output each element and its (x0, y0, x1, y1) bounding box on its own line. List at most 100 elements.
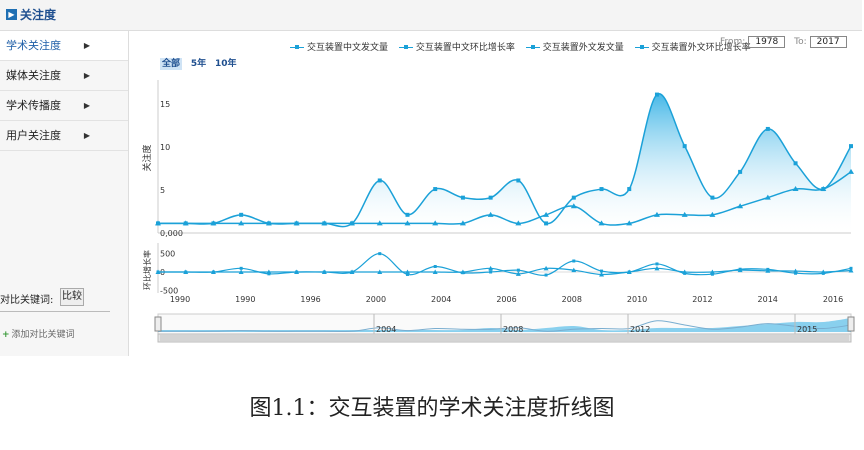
data-point (544, 221, 549, 226)
add-keyword-link[interactable]: + 添加对比关键词 (2, 327, 75, 340)
compare-button[interactable]: 比较 (60, 288, 84, 306)
data-point (515, 220, 522, 226)
data-point (764, 194, 771, 200)
navigator-handle-right[interactable] (847, 316, 855, 332)
growth-point (321, 269, 327, 274)
data-point (516, 178, 521, 183)
to-label: To: (794, 37, 807, 47)
growth-point (155, 269, 161, 274)
chevron-right-icon: ▶ (83, 131, 90, 140)
zoom-buttons: 全部 5年 10年 (160, 56, 243, 70)
data-point (432, 220, 439, 226)
sidebar-item-label: 学术传播度 (6, 99, 61, 112)
data-point (598, 220, 605, 226)
legend-marker-icon (398, 45, 413, 49)
legend-marker-icon (525, 45, 540, 49)
growth-point (515, 271, 521, 276)
figure-caption: 图1.1：交互装置的学术关注度折线图 (249, 396, 615, 421)
data-point (405, 212, 410, 217)
data-point (765, 126, 770, 131)
growth-point (239, 266, 243, 270)
sidebar-item-media[interactable]: 媒体关注度 ▶ (0, 61, 128, 91)
data-point (627, 187, 632, 192)
navigator-label: 2012 (630, 325, 650, 334)
data-point (820, 186, 827, 192)
growth-point (793, 268, 799, 274)
sidebar-item-academic[interactable]: 学术关注度 ▶ (0, 31, 128, 61)
sidebar-item-label: 用户关注度 (6, 129, 61, 142)
keyword-label: 对比关键词: (0, 295, 54, 306)
x-tick-label: 1990 (235, 295, 255, 304)
y-tick-label: 500 (160, 250, 175, 259)
growth-point (378, 252, 382, 256)
growth-point (349, 269, 355, 274)
growth-point (489, 270, 493, 274)
growth-point (794, 271, 798, 275)
data-point (848, 168, 854, 174)
growth-point (266, 269, 272, 274)
navigator-label: 2015 (797, 325, 817, 334)
growth-point (238, 269, 244, 274)
data-point (210, 220, 217, 226)
growth-point (655, 262, 659, 266)
x-tick-label: 2016 (823, 295, 843, 304)
sidebar-item-label: 媒体关注度 (6, 69, 61, 82)
growth-point (544, 273, 548, 277)
chevron-right-icon: ▶ (83, 101, 90, 110)
legend-item[interactable]: 交互装置外文环比增长率 (634, 40, 751, 53)
y-axis-label-growth: 环比增长率 (142, 250, 152, 290)
legend-item[interactable]: 交互装置中文环比增长率 (398, 40, 515, 53)
legend-marker-icon (290, 45, 304, 49)
keyword-input[interactable] (0, 311, 110, 312)
data-point (599, 187, 604, 192)
expand-icon[interactable]: ▶ (6, 9, 17, 20)
data-point (293, 220, 300, 226)
data-point (433, 187, 438, 192)
data-point (265, 220, 272, 226)
sidebar-item-user[interactable]: 用户关注度 ▶ (0, 121, 128, 151)
data-point (709, 211, 716, 217)
data-point (571, 195, 576, 200)
data-point (404, 220, 411, 226)
navigator-handle-left[interactable] (154, 316, 162, 332)
data-point (487, 211, 494, 217)
zoom-all-button[interactable]: 全部 (160, 58, 183, 70)
data-point (543, 211, 550, 217)
legend-marker-icon (634, 45, 649, 49)
x-tick-label: 2010 (627, 295, 647, 304)
to-input[interactable]: 2017 (809, 36, 847, 48)
navigator-label: 2008 (503, 325, 523, 334)
growth-point (710, 272, 714, 276)
growth-point (709, 269, 715, 274)
growth-point (571, 267, 577, 273)
growth-point (294, 269, 300, 274)
data-point (792, 186, 799, 192)
growth-point (765, 268, 771, 273)
data-point (738, 169, 743, 174)
plus-icon: + (2, 330, 10, 340)
data-point (376, 220, 383, 226)
growth-point (516, 268, 520, 272)
data-point (682, 144, 687, 149)
navigator-line (158, 320, 852, 333)
y-tick-label: 5 (160, 186, 165, 195)
data-point (737, 203, 744, 209)
chart-legend: 交互装置中文发文量 交互装置中文环比增长率 交互装置外文发文量 交互装置外文环比… (290, 40, 759, 53)
growth-point (432, 269, 438, 274)
sidebar-item-spread[interactable]: 学术传播度 ▶ (0, 91, 128, 121)
zoom-5y-button[interactable]: 5年 (190, 59, 207, 69)
legend-item[interactable]: 交互装置中文发文量 (290, 40, 388, 53)
legend-label: 交互装置外文发文量 (542, 43, 624, 53)
growth-line (158, 267, 852, 276)
x-tick-label: 2014 (758, 295, 778, 304)
growth-point (543, 265, 549, 271)
growth-point (820, 269, 826, 274)
data-point (681, 211, 688, 217)
series-area (158, 93, 851, 232)
zoom-10y-button[interactable]: 10年 (215, 59, 237, 69)
legend-item[interactable]: 交互装置外文发文量 (525, 40, 624, 53)
data-point (155, 220, 161, 226)
from-input[interactable]: 1978 (748, 36, 786, 48)
growth-point (210, 269, 216, 274)
